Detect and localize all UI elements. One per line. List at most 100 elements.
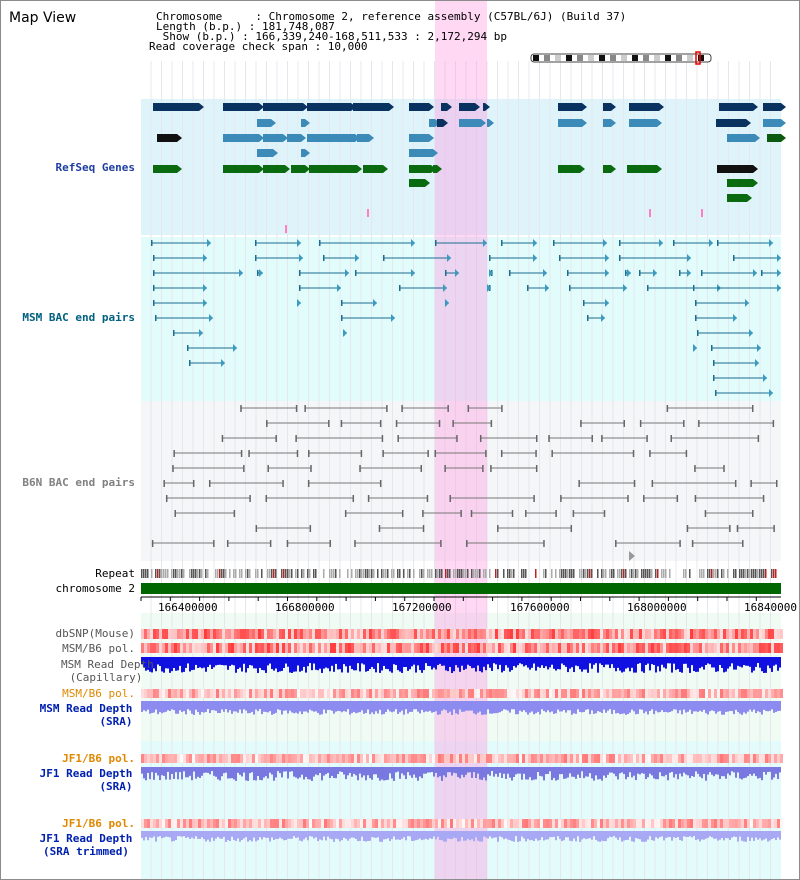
- read-depth-bar: [693, 767, 695, 777]
- snp-heat-cell: [525, 629, 528, 639]
- gene-arrow: [429, 103, 434, 111]
- read-depth-bar: [355, 701, 357, 714]
- read-depth-bar: [441, 701, 443, 711]
- read-depth-bar: [773, 701, 775, 713]
- snp-heat-cell: [621, 754, 624, 763]
- read-depth-bar: [297, 767, 299, 779]
- repeat-mark: [399, 569, 401, 578]
- read-depth-bar: [635, 657, 637, 673]
- snp-heat-cell: [609, 629, 612, 639]
- read-depth-bar: [149, 657, 151, 672]
- read-depth-bar: [427, 701, 429, 712]
- track-label-sra-trimmed: (SRA trimmed): [42, 845, 130, 858]
- snp-heat-cell: [726, 754, 729, 763]
- snp-heat-cell: [774, 689, 777, 698]
- read-depth-bar: [287, 831, 289, 839]
- repeat-mark: [183, 569, 185, 578]
- snp-heat-cell: [366, 754, 369, 763]
- snp-heat-cell: [687, 629, 690, 639]
- snp-heat-cell: [540, 819, 543, 828]
- read-depth-bar: [311, 701, 313, 711]
- track-label-msm-bac-end-pairs[interactable]: MSM BAC end pairs: [22, 311, 135, 324]
- repeat-mark: [215, 569, 217, 578]
- snp-heat-cell: [156, 643, 159, 653]
- read-depth-bar: [691, 701, 693, 714]
- ideogram-band: [654, 55, 660, 61]
- read-depth-bar: [385, 767, 387, 781]
- read-depth-bar: [225, 657, 227, 666]
- snp-heat-cell: [504, 754, 507, 763]
- bac-pair-end: [695, 300, 697, 306]
- read-depth-bar: [633, 657, 635, 673]
- read-depth-bar: [547, 767, 549, 774]
- read-depth-bar: [727, 767, 729, 774]
- read-depth-bar: [479, 701, 481, 712]
- read-depth-bar: [245, 831, 247, 838]
- read-depth-bar: [669, 767, 671, 773]
- repeat-mark: [663, 569, 665, 578]
- snp-heat-cell: [582, 689, 585, 698]
- gene-block: [727, 179, 753, 187]
- snp-heat-cell: [354, 689, 357, 698]
- read-depth-bar: [733, 657, 735, 670]
- repeat-mark: [409, 569, 411, 578]
- read-depth-bar: [757, 767, 759, 779]
- b6n-pair-end: [698, 420, 700, 427]
- snp-heat-cell: [573, 689, 576, 698]
- repeat-mark: [295, 569, 297, 578]
- read-depth-bar: [221, 831, 223, 839]
- repeat-mark: [219, 569, 221, 578]
- read-depth-bar: [409, 701, 411, 712]
- read-depth-bar: [565, 831, 567, 838]
- read-depth-bar: [589, 657, 591, 664]
- gene-block: [727, 134, 755, 142]
- read-depth-bar: [157, 767, 159, 776]
- read-depth-bar: [287, 701, 289, 714]
- track-label-refseq-genes[interactable]: RefSeq Genes: [55, 161, 135, 174]
- read-depth-bar: [311, 767, 313, 781]
- read-depth-bar: [293, 831, 295, 837]
- snp-heat-cell: [468, 629, 471, 639]
- read-depth-bar: [469, 767, 471, 773]
- snp-heat-cell: [351, 643, 354, 653]
- repeat-mark: [597, 569, 599, 578]
- snp-heat-cell: [219, 754, 222, 763]
- read-depth-bar: [379, 701, 381, 710]
- snp-heat-cell: [276, 629, 279, 639]
- read-depth-bar: [283, 657, 285, 668]
- snp-heat-cell: [738, 643, 741, 653]
- read-depth-bar: [687, 831, 689, 838]
- read-depth-bar: [443, 701, 445, 710]
- snp-heat-cell: [777, 689, 780, 698]
- read-depth-bar: [211, 657, 213, 670]
- read-depth-bar: [439, 831, 441, 841]
- repeat-mark: [297, 569, 299, 578]
- read-depth-bar: [183, 701, 185, 712]
- read-depth-bar: [223, 767, 225, 774]
- bac-pair-end: [679, 270, 681, 276]
- read-depth-bar: [319, 701, 321, 715]
- read-depth-bar: [417, 831, 419, 840]
- read-depth-bar: [725, 701, 727, 712]
- gene-arrow: [177, 165, 182, 173]
- snp-heat-cell: [345, 754, 348, 763]
- read-depth-bar: [427, 831, 429, 840]
- snp-heat-cell: [573, 819, 576, 828]
- read-depth-bar: [465, 657, 467, 669]
- read-depth-bar: [141, 831, 143, 838]
- snp-heat-cell: [714, 754, 717, 763]
- track-label-b6n-bac-end-pairs[interactable]: B6N BAC end pairs: [22, 476, 135, 489]
- read-depth-bar: [201, 831, 203, 838]
- repeat-mark: [191, 569, 193, 578]
- snp-heat-cell: [222, 754, 225, 763]
- read-depth-bar: [551, 767, 553, 781]
- snp-heat-cell: [645, 643, 648, 653]
- snp-heat-cell: [291, 819, 294, 828]
- snp-heat-cell: [159, 689, 162, 698]
- snp-heat-cell: [267, 643, 270, 653]
- snp-heat-cell: [378, 689, 381, 698]
- read-depth-bar: [743, 657, 745, 666]
- read-depth-bar: [293, 701, 295, 714]
- read-depth-bar: [763, 831, 765, 840]
- snp-heat-cell: [438, 819, 441, 828]
